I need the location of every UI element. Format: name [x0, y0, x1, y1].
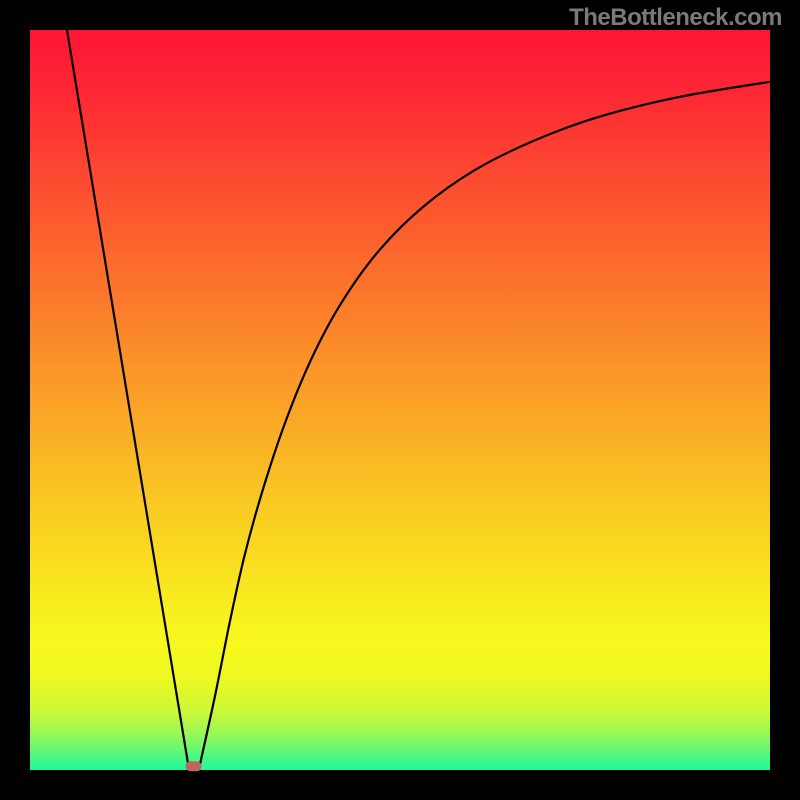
- watermark-text: TheBottleneck.com: [569, 4, 782, 32]
- bottleneck-chart: [0, 0, 800, 800]
- optimum-marker: [186, 761, 202, 771]
- plot-area: [30, 30, 770, 770]
